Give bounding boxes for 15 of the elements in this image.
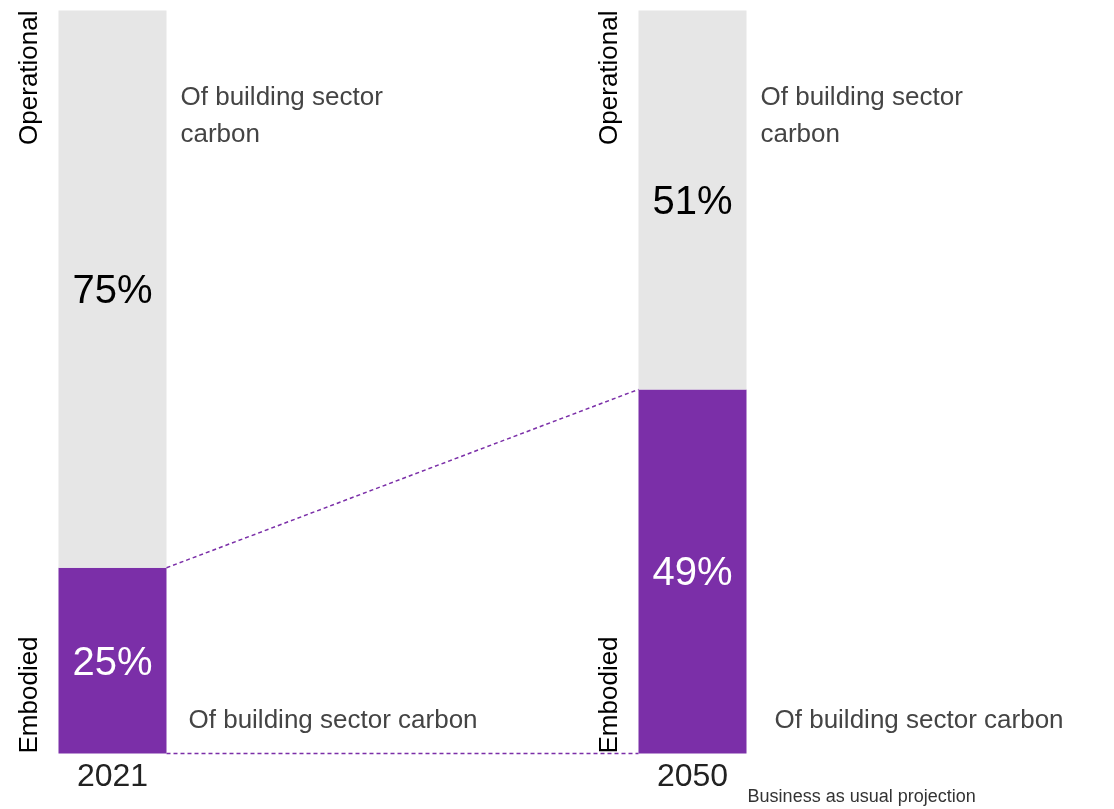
annotation: Of building sector carbon [188, 703, 478, 734]
data-label: 75% [72, 267, 153, 312]
annotation: Of building sector carbon [774, 703, 1064, 734]
text: Operational [592, 10, 623, 145]
x-tick-label: 2050 [656, 756, 729, 793]
data-label: 51% [652, 177, 733, 222]
annotation: Of building sector carbon [760, 80, 964, 148]
text: Operational [12, 10, 43, 145]
text: Business as usual projection [747, 785, 976, 806]
annotation: Of building sector carbon [180, 80, 384, 148]
x-tick-label: 2021 [76, 756, 149, 793]
text: Embodied [592, 636, 623, 754]
text: Embodied [12, 636, 43, 754]
data-label: 25% [72, 638, 153, 683]
data-label: 49% [652, 549, 733, 594]
